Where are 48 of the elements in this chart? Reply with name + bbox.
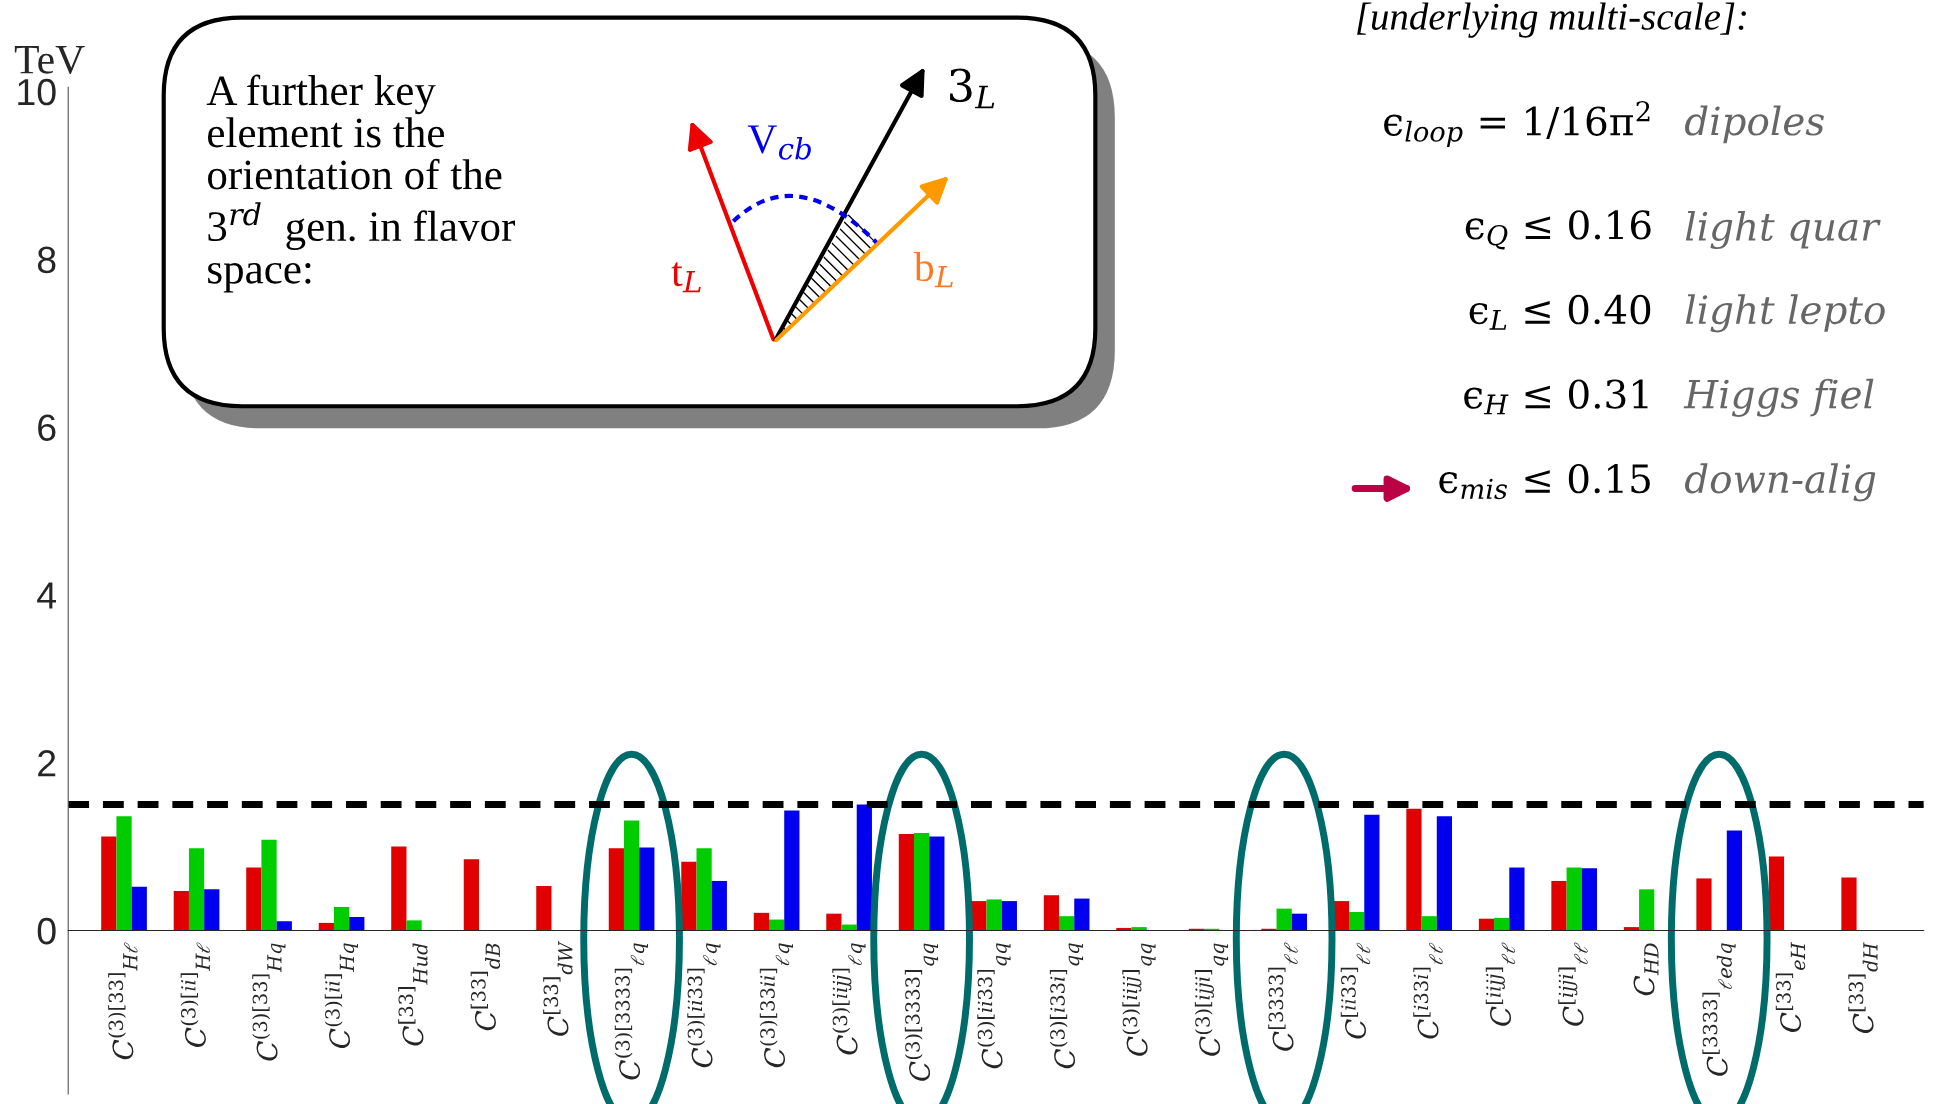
x-tick-label: C$^{(3)[3333]}$$_{ℓq}$ [614, 943, 649, 1080]
x-tick-label: C$^{(3)[ii33]}$$_{ℓq}$ [687, 943, 721, 1068]
annotation: t$_{L}$ [671, 262, 701, 293]
annotation: ϵ$_{loop}$ = 1/16π$^{2}$ [1384, 100, 1650, 148]
x-tick-label: C$^{[3333]}$$_{ℓedq}$ [1702, 943, 1736, 1076]
x-tick-label: C$_{HD}$ [1633, 943, 1659, 996]
x-tick-label: C$^{(3)[iijj]}$$_{ℓq}$ [832, 943, 866, 1055]
x-tick-label: C$^{[33]}$$_{dW}$ [543, 940, 573, 1036]
annotation: ϵ$_{Q}$ ≤ 0.16 [1465, 210, 1651, 250]
x-tick-label: C$^{[ii33]}$$_{ℓℓ}$ [1340, 942, 1371, 1039]
x-tick-label: C$^{(3)[ii33]}$$_{qq}$ [977, 943, 1011, 1069]
annotation: Higgs fiel [1683, 378, 1874, 417]
annotation: down-alig [1685, 463, 1876, 502]
x-tick-label: C$^{[i33i]}$$_{ℓℓ}$ [1413, 942, 1443, 1039]
annotation: light quar [1685, 210, 1881, 250]
annotation: ϵ$_{mis}$ ≤ 0.15 [1439, 463, 1650, 500]
x-tick-label: C$^{[33]}$$_{dH}$ [1848, 942, 1878, 1034]
annotation: dipoles [1685, 105, 1824, 144]
text: [underlying multi-scale]: [1357, 2, 1746, 38]
x-tick-label: C$^{(3)[33]}$$_{Hℓ}$ [108, 942, 138, 1060]
annotation: ϵ$_{L}$ ≤ 0.40 [1469, 294, 1651, 330]
annotation: 3$_{L}$ [950, 68, 995, 109]
x-tick-label: C$^{[33]}$$_{Hud}$ [398, 943, 428, 1046]
annotation: b$_{L}$ [913, 251, 953, 288]
y-tick-label: 4 [37, 582, 57, 609]
y-tick-label: 2 [38, 750, 56, 777]
y-tick-label: 6 [38, 414, 56, 441]
annotation: V$_{cb}$ [747, 125, 811, 160]
x-tick-label: C$^{[33]}$$_{eH}$ [1775, 942, 1806, 1032]
x-tick-label: C$^{(3)[33ii]}$$_{ℓq}$ [759, 943, 794, 1068]
y-axis-title: TeV [14, 46, 85, 74]
x-tick-label: C$^{[ijji]}$$_{ℓℓ}$ [1558, 942, 1588, 1026]
x-tick-label: C$^{[3333]}$$_{ℓℓ}$ [1268, 942, 1298, 1051]
annotation: light lepto [1685, 294, 1885, 333]
x-tick-label: C$^{(3)[iijj]}$$_{qq}$ [1122, 943, 1156, 1056]
x-tick-label: C$^{[33]}$$_{dB}$ [470, 943, 501, 1031]
annotation: A further key element is the orientation of the 3$^{rd}$ gen. in flavor space: [206, 74, 515, 293]
x-tick-label: C$^{(3)[i33i]}$$_{qq}$ [1049, 943, 1084, 1069]
x-tick-label: C$^{(3)[33]}$$_{Hq}$ [252, 943, 286, 1061]
y-tick-label: 10 [18, 78, 56, 106]
x-tick-label: C$^{(3)[ijji]}$$_{qq}$ [1194, 943, 1229, 1056]
x-tick-label: C$^{(3)[ii]}$$_{Hℓ}$ [180, 942, 211, 1047]
annotation: ϵ$_{H}$ ≤ 0.31 [1464, 379, 1648, 415]
x-tick-label: C$^{(3)[ii]}$$_{Hq}$ [324, 943, 358, 1049]
y-tick-label: 0 [37, 917, 56, 945]
y-tick-label: 8 [37, 246, 56, 274]
x-tick-label: C$^{[iijj]}$$_{ℓℓ}$ [1485, 942, 1516, 1026]
x-tick-label: C$^{(3)[3333]}$$_{qq}$ [904, 943, 939, 1081]
